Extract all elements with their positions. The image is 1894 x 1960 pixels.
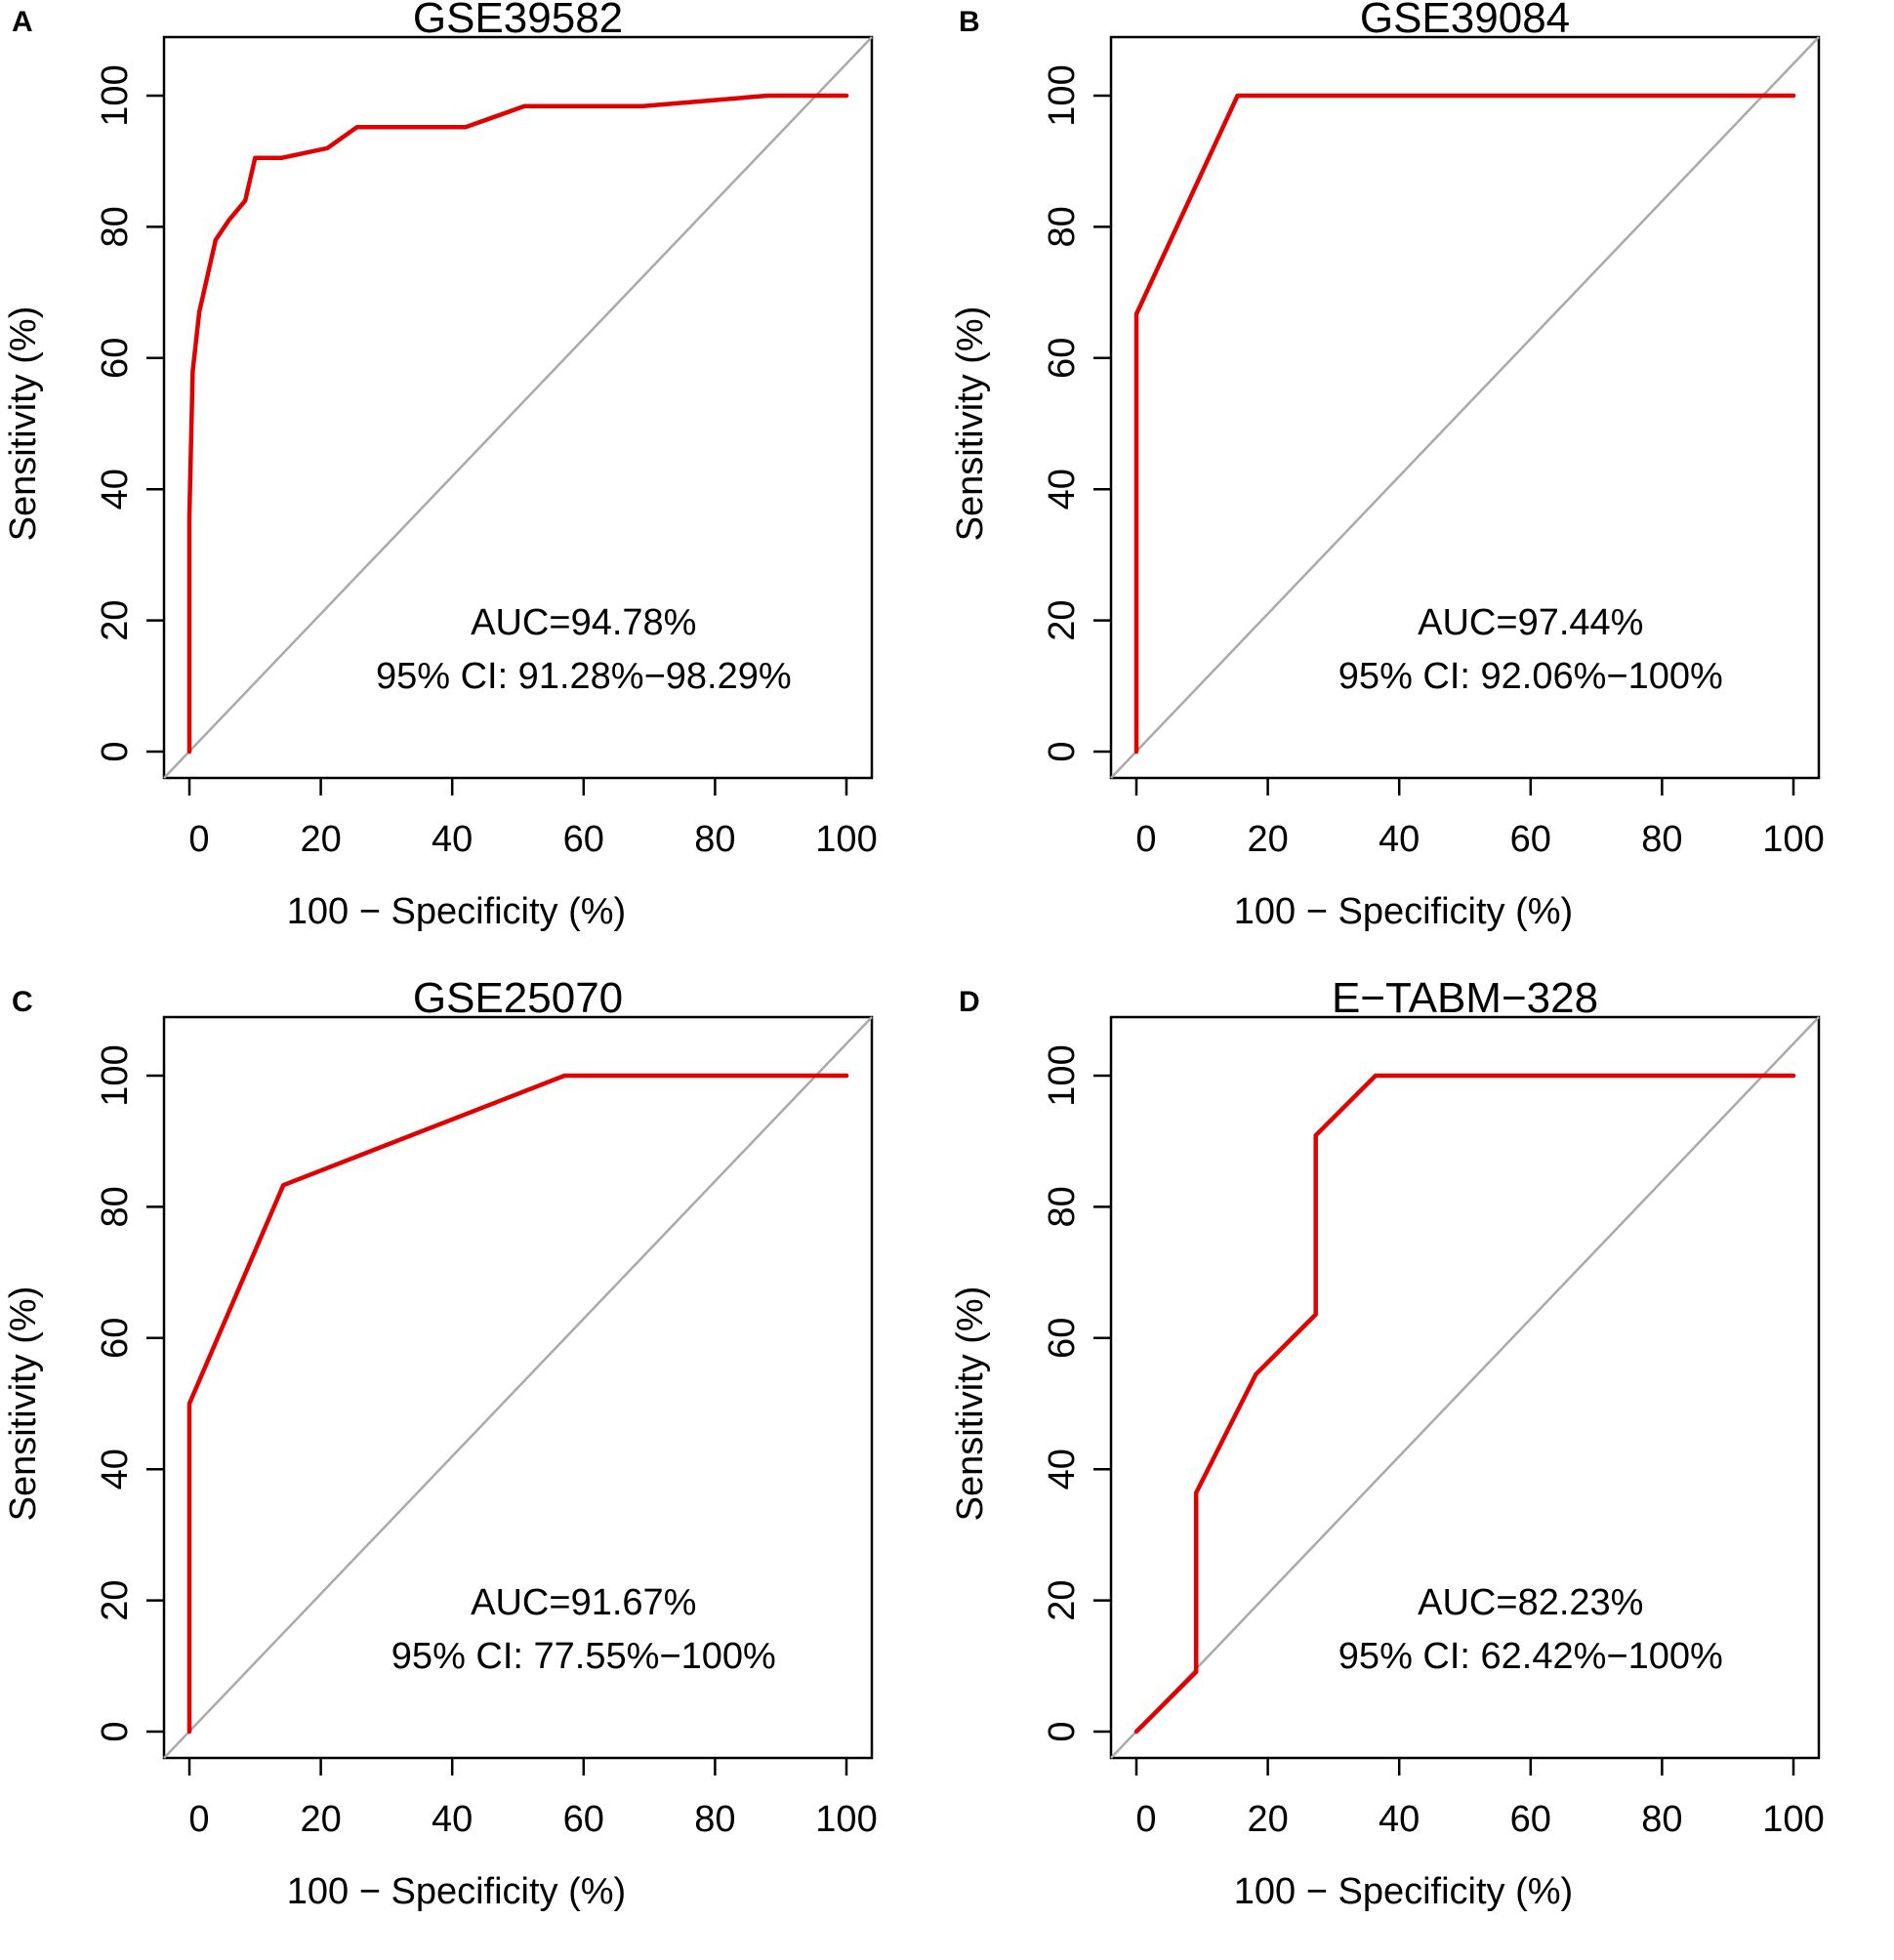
plot-frame [162,35,874,780]
ci-annotation: 95% CI: 92.06%−100% [1338,656,1723,697]
auc-annotation: AUC=97.44% [1418,602,1643,643]
x-tick-label: 60 [1510,819,1551,860]
panel-letter: B [959,6,980,38]
plot-frame [1109,35,1821,780]
x-tick-label: 100 [815,1799,877,1840]
y-tick-label: 80 [95,1186,136,1227]
x-tick-label: 40 [432,819,473,860]
y-tick-label: 40 [1042,469,1083,510]
y-tick-label: 80 [1042,206,1083,247]
x-tick-label: 80 [694,1799,735,1840]
roc-plot-svg: A GSE39582 0 20 40 60 80 100 0 20 40 60 80 100 100 − S… [3,0,878,932]
y-tick-label: 60 [95,1318,136,1359]
y-tick-label: 0 [1042,1721,1083,1741]
x-tick-label: 40 [1379,1799,1420,1840]
y-tick-label: 80 [1042,1186,1083,1227]
x-tick-label: 80 [694,819,735,860]
y-axis-label: Sensitivity (%) [950,306,991,542]
x-axis-label: 100 − Specificity (%) [287,891,626,932]
diagonal-reference-line [163,36,873,779]
x-tick-label: 60 [563,1799,604,1840]
roc-curve [1133,1073,1796,1735]
x-tick-label: 20 [1247,819,1288,860]
y-tick-label: 0 [1042,741,1083,761]
x-tick-label: 100 [1762,1799,1824,1840]
x-axis-label: 100 − Specificity (%) [1234,1871,1573,1912]
x-tick-label: 80 [1641,1799,1682,1840]
x-tick-label: 0 [1135,1799,1156,1840]
ci-annotation: 95% CI: 77.55%−100% [391,1636,776,1677]
x-tick-label: 40 [1379,819,1420,860]
x-tick-label: 20 [300,819,341,860]
auc-annotation: AUC=94.78% [471,602,696,643]
x-tick-label: 0 [1135,819,1156,860]
panel-letter: C [12,986,33,1018]
ci-annotation: 95% CI: 62.42%−100% [1338,1636,1723,1677]
y-tick-label: 20 [95,599,136,640]
y-tick-label: 100 [95,1044,136,1106]
y-axis-label: Sensitivity (%) [3,306,44,542]
roc-curve [186,93,849,755]
x-tick-label: 40 [432,1799,473,1840]
y-tick-label: 0 [95,1721,136,1741]
auc-annotation: AUC=91.67% [471,1582,696,1623]
x-tick-label: 100 [815,819,877,860]
roc-panel-c: C GSE25070 0 20 40 60 80 100 0 20 40 60 80 100 100 − S… [0,974,947,1960]
x-tick-label: 20 [300,1799,341,1840]
x-tick-label: 20 [1247,1799,1288,1840]
y-tick-label: 0 [95,741,136,761]
y-tick-label: 60 [1042,1318,1083,1359]
ci-annotation: 95% CI: 91.28%−98.29% [376,656,792,697]
x-tick-label: 0 [188,1799,209,1840]
x-tick-label: 100 [1762,819,1824,860]
roc-plot-svg: C GSE25070 0 20 40 60 80 100 0 20 40 60 80 100 100 − S… [3,974,878,1912]
panel-letter: D [959,986,980,1018]
x-tick-label: 80 [1641,819,1682,860]
chart-title: GSE25070 [413,974,623,1022]
panel-letter: A [12,6,33,38]
y-axis-label: Sensitivity (%) [3,1286,44,1522]
x-tick-label: 60 [563,819,604,860]
y-tick-label: 80 [95,206,136,247]
y-tick-label: 100 [1042,64,1083,126]
y-tick-label: 20 [95,1579,136,1620]
y-tick-label: 40 [1042,1449,1083,1490]
y-tick-label: 60 [95,338,136,379]
diagonal-reference-line [163,1016,873,1759]
x-axis-label: 100 − Specificity (%) [287,1871,626,1912]
y-tick-label: 20 [1042,599,1083,640]
chart-title: GSE39084 [1360,0,1570,42]
chart-title: GSE39582 [413,0,623,42]
plot-frame [1109,1015,1821,1760]
diagonal-reference-line [1110,36,1820,779]
y-tick-label: 100 [1042,1044,1083,1106]
y-tick-label: 40 [95,1449,136,1490]
plot-frame [162,1015,874,1760]
auc-annotation: AUC=82.23% [1418,1582,1643,1623]
chart-title: E−TABM−328 [1332,974,1598,1022]
x-tick-label: 0 [188,819,209,860]
y-tick-label: 100 [95,64,136,126]
x-tick-label: 60 [1510,1799,1551,1840]
y-tick-label: 20 [1042,1579,1083,1620]
roc-panel-d: D E−TABM−328 0 20 40 60 80 100 0 20 40 60 80 100 100 −… [947,974,1894,1960]
roc-plot-svg: D E−TABM−328 0 20 40 60 80 100 0 20 40 60 80 100 100 −… [950,974,1825,1912]
roc-curve [1133,93,1796,755]
roc-curve [186,1073,849,1735]
roc-panel-b: B GSE39084 0 20 40 60 80 100 0 20 40 60 80 100 100 − S… [947,0,1894,980]
diagonal-reference-line [1110,1016,1820,1759]
roc-plot-svg: B GSE39084 0 20 40 60 80 100 0 20 40 60 80 100 100 − S… [950,0,1825,932]
x-axis-label: 100 − Specificity (%) [1234,891,1573,932]
roc-panel-a: A GSE39582 0 20 40 60 80 100 0 20 40 60 80 100 100 − S… [0,0,947,980]
y-axis-label: Sensitivity (%) [950,1286,991,1522]
y-tick-label: 40 [95,469,136,510]
y-tick-label: 60 [1042,338,1083,379]
